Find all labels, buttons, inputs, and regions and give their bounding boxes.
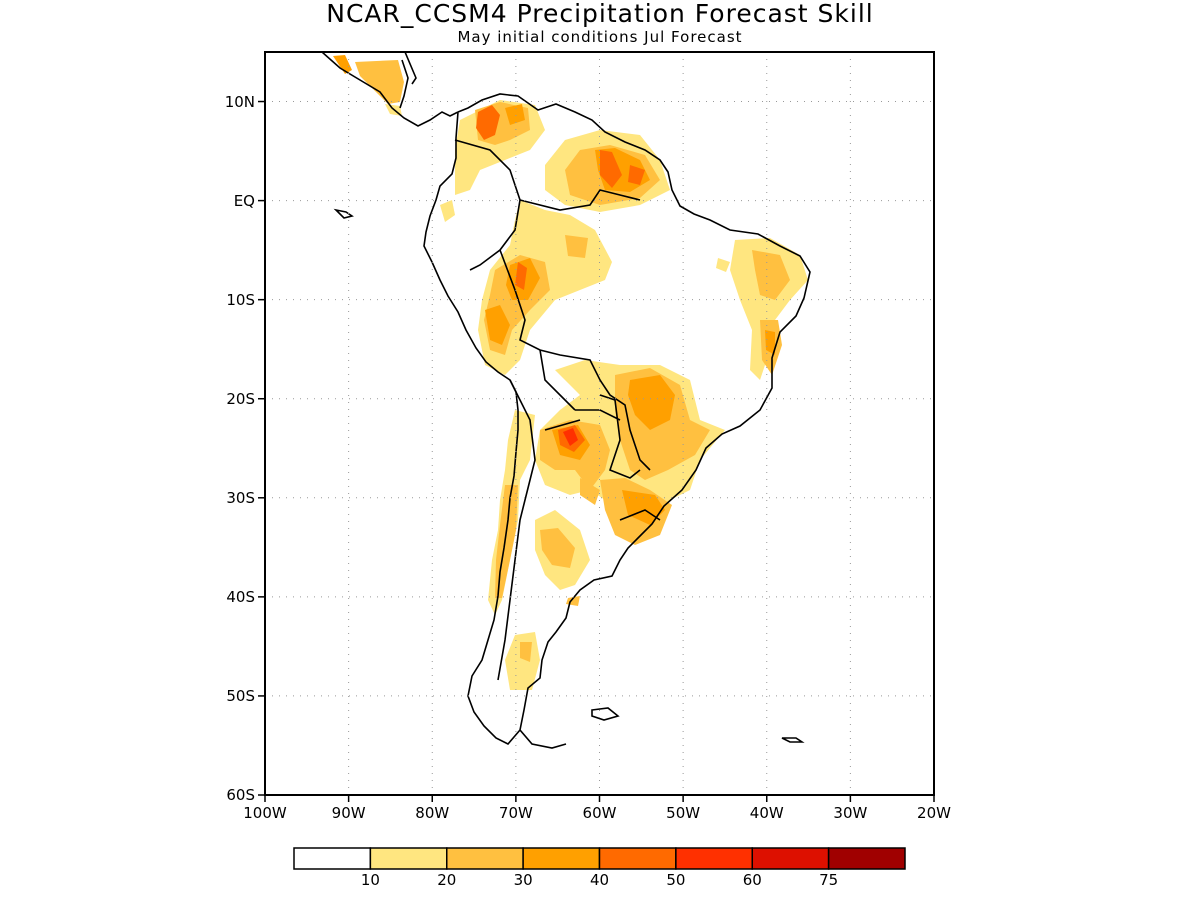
coast-south-america [423, 93, 811, 749]
skill-region-ne-brazil [730, 238, 808, 380]
coast-central-america [321, 52, 459, 127]
skill-region-central-america [333, 55, 352, 74]
lon-label: 80W [415, 804, 450, 822]
grid-lines [265, 52, 934, 795]
colorbar-swatch [446, 847, 524, 870]
lat-label: 10S [226, 290, 255, 309]
colorbar-swatch [751, 847, 830, 870]
coastlines [321, 52, 811, 749]
colorbar-swatch [675, 847, 753, 870]
skill-region-patagonia [505, 632, 540, 690]
lon-label: 90W [331, 804, 366, 822]
lat-label: 60S [226, 786, 255, 804]
colorbar-swatch [598, 847, 677, 870]
colorbar-label: 10 [360, 871, 380, 889]
lon-label: 100W [243, 804, 287, 822]
map-subtitle: May initial conditions Jul Forecast [457, 28, 743, 46]
colorbar-swatch [293, 847, 372, 870]
lon-label: 50W [666, 804, 701, 822]
lon-label: 30W [833, 804, 868, 822]
colorbar [293, 847, 906, 870]
lon-label: 40W [749, 804, 784, 822]
lon-label: 70W [498, 804, 533, 822]
coast-falklands [591, 707, 620, 721]
lon-label: 20W [917, 804, 951, 822]
lon-label: 60W [582, 804, 617, 822]
skill-region-peru [440, 200, 455, 222]
lat-label: 50S [226, 686, 255, 705]
lat-label: 30S [226, 488, 255, 507]
colorbar-label: 30 [513, 871, 533, 889]
colorbar-swatch [369, 847, 448, 870]
lat-label: EQ [233, 191, 255, 210]
coast-galapagos [333, 208, 354, 219]
axis-ticks [258, 100, 935, 802]
colorbar-label: 40 [589, 871, 610, 889]
colorbar-label: 75 [819, 871, 839, 889]
lat-label: 10N [224, 92, 255, 111]
lat-label: 20S [226, 389, 255, 408]
lat-label: 40S [226, 587, 255, 606]
colorbar-swatch [522, 847, 601, 870]
colorbar-label: 50 [666, 871, 686, 889]
coast-south-georgia [781, 737, 805, 743]
colorbar-label: 60 [742, 871, 762, 889]
skill-field [333, 55, 808, 690]
colorbar-label: 20 [437, 871, 457, 889]
colorbar-swatch [827, 847, 906, 870]
map-title: NCAR_CCSM4 Precipitation Forecast Skill [326, 0, 874, 28]
